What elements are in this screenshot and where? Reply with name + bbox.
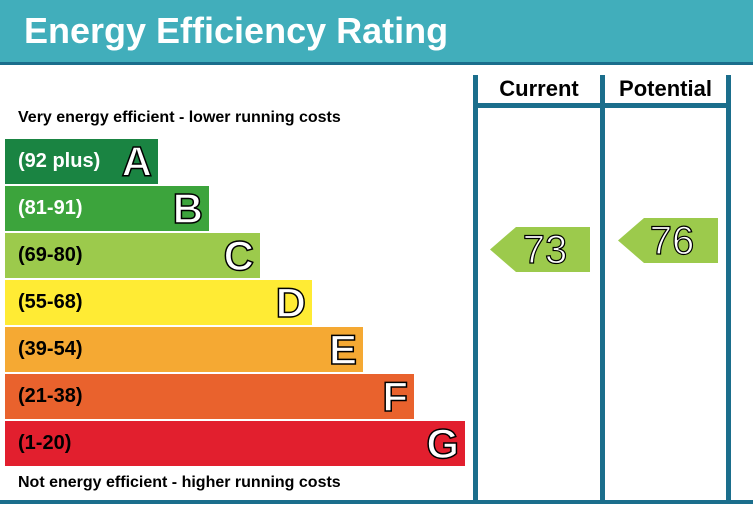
- band-d: (55-68) D: [5, 279, 312, 326]
- current-rating-value: 73: [522, 227, 568, 272]
- top-divider: [0, 62, 753, 65]
- band-letter-label: F: [382, 373, 409, 420]
- bottom-divider: [0, 500, 753, 504]
- band-letter-label: B: [172, 185, 204, 232]
- bottom-caption: Not energy efficient - higher running co…: [18, 474, 341, 491]
- band-range-label: (21-38): [18, 385, 83, 407]
- band-letter-label: C: [223, 232, 255, 279]
- band-range-label: (92 plus): [18, 150, 101, 172]
- band-a: (92 plus) A: [5, 138, 158, 185]
- potential-rating-arrow: [618, 218, 718, 263]
- band-range-label: (39-54): [18, 338, 83, 360]
- band-g: (1-20) G: [5, 420, 465, 467]
- current-rating-arrow: [490, 227, 590, 272]
- header-bar: Energy Efficiency Rating: [0, 0, 753, 62]
- band-c: (69-80) C: [5, 232, 260, 279]
- band-e: (39-54) E: [5, 326, 363, 373]
- column-header-divider: [473, 103, 731, 108]
- band-range-label: (55-68): [18, 291, 83, 313]
- top-caption: Very energy efficient - lower running co…: [18, 109, 341, 126]
- potential-column-right-border: [726, 75, 731, 502]
- band-range-label: (1-20): [18, 432, 72, 454]
- band-range-label: (81-91): [18, 197, 83, 219]
- page-title: Energy Efficiency Rating: [24, 10, 449, 51]
- current-column-left-border: [473, 75, 478, 502]
- potential-rating-value: 76: [649, 218, 695, 263]
- band-range-label: (69-80): [18, 244, 83, 266]
- current-column-header: Current: [499, 76, 579, 101]
- band-b: (81-91) B: [5, 185, 209, 232]
- potential-column-header: Potential: [619, 76, 712, 101]
- band-f: (21-38) F: [5, 373, 414, 420]
- band-letter-label: E: [328, 326, 358, 373]
- band-letter-label: G: [426, 420, 460, 467]
- band-letter-label: A: [121, 138, 153, 185]
- band-letter-label: D: [275, 279, 307, 326]
- current-column-right-border: [600, 75, 605, 502]
